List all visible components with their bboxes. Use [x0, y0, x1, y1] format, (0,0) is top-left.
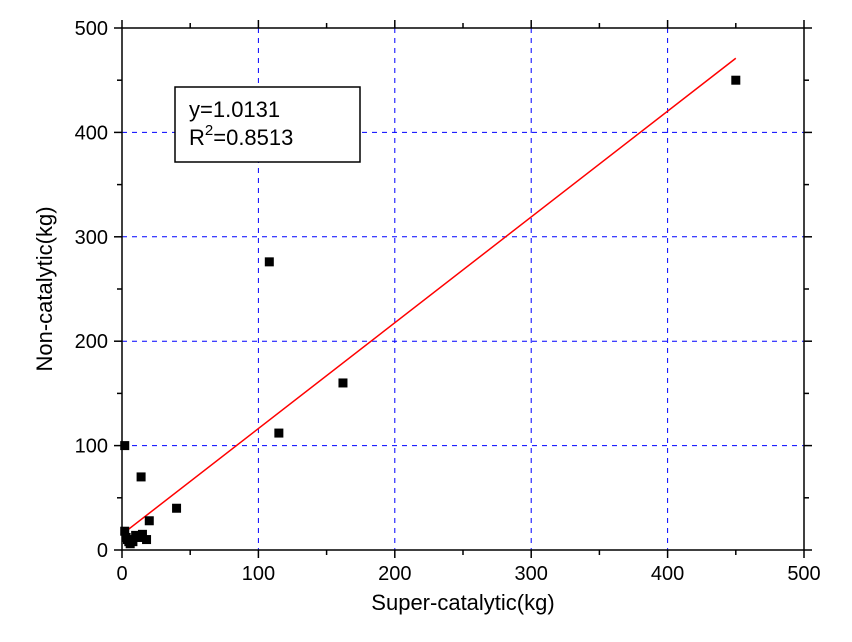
data-point [137, 472, 146, 481]
y-tick-label: 500 [75, 18, 108, 40]
y-tick-label: 100 [75, 436, 108, 458]
chart-container: 0 100 200 300 400 500 0 100 200 300 400 500 Super-ca… [0, 0, 852, 642]
annotation-line1: y=1.0131 [189, 97, 280, 122]
y-axis-label: Non-catalytic(kg) [32, 206, 57, 371]
scatter-chart: 0 100 200 300 400 500 0 100 200 300 400 500 Super-ca… [0, 0, 852, 642]
data-point [265, 257, 274, 266]
y-tick-label: 200 [75, 331, 108, 353]
x-tick-label: 100 [242, 563, 275, 585]
y-tick-label: 0 [97, 540, 108, 562]
x-tick-label: 200 [378, 563, 411, 585]
data-point [120, 441, 129, 450]
x-axis-label: Super-catalytic(kg) [371, 590, 554, 615]
y-tick-label: 300 [75, 227, 108, 249]
data-point [172, 504, 181, 513]
data-point [338, 378, 347, 387]
data-point [142, 535, 151, 544]
data-point [274, 429, 283, 438]
data-point [145, 516, 154, 525]
x-tick-label: 0 [116, 563, 127, 585]
data-point [731, 76, 740, 85]
x-tick-label: 500 [787, 563, 820, 585]
annotation-line2: R2=0.8513 [189, 122, 293, 150]
x-tick-label: 300 [515, 563, 548, 585]
y-tick-label: 400 [75, 122, 108, 144]
x-tick-label: 400 [651, 563, 684, 585]
